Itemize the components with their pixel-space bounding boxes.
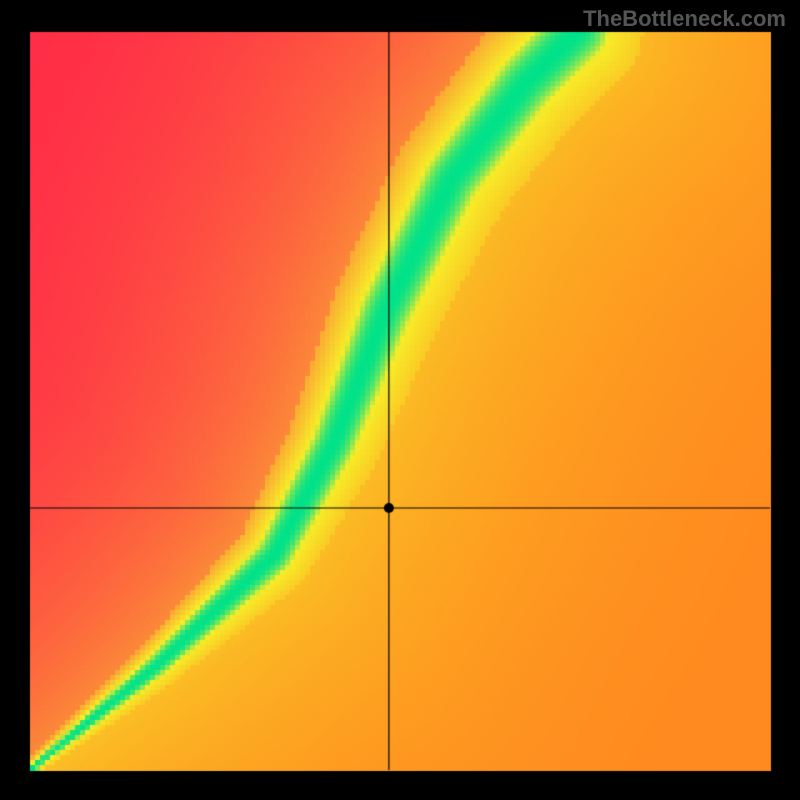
watermark-text: TheBottleneck.com	[583, 6, 786, 32]
bottleneck-heatmap	[0, 0, 800, 800]
